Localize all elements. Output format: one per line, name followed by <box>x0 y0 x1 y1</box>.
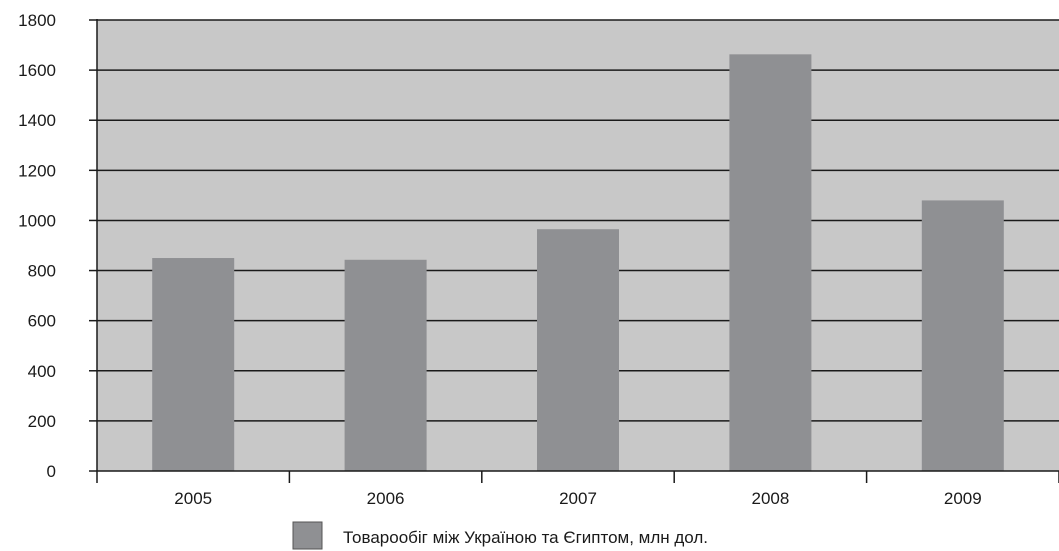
bar-2005 <box>152 258 235 471</box>
y-tick-label: 1200 <box>18 161 56 180</box>
y-tick-label: 800 <box>28 262 56 281</box>
legend-swatch <box>292 521 323 550</box>
y-tick-label: 0 <box>47 462 56 481</box>
x-tick-label-2009: 2009 <box>944 489 982 508</box>
bar-2007 <box>537 229 619 471</box>
y-tick-label: 600 <box>28 312 56 331</box>
y-tick-label: 400 <box>28 362 56 381</box>
y-tick-label: 1600 <box>18 61 56 80</box>
bar-2009 <box>921 200 1004 471</box>
x-tick-label-2007: 2007 <box>559 489 597 508</box>
y-tick-label: 200 <box>28 412 56 431</box>
bar-2008 <box>729 54 812 471</box>
x-tick-label-2008: 2008 <box>751 489 789 508</box>
bar-2006 <box>344 259 427 471</box>
x-tick-label-2005: 2005 <box>174 489 212 508</box>
y-tick-label: 1000 <box>18 211 56 230</box>
y-tick-label: 1400 <box>18 111 56 130</box>
legend-label: Товарообіг між Україною та Єгиптом, млн … <box>343 528 708 547</box>
y-tick-label: 1800 <box>18 11 56 30</box>
x-tick-label-2006: 2006 <box>367 489 405 508</box>
